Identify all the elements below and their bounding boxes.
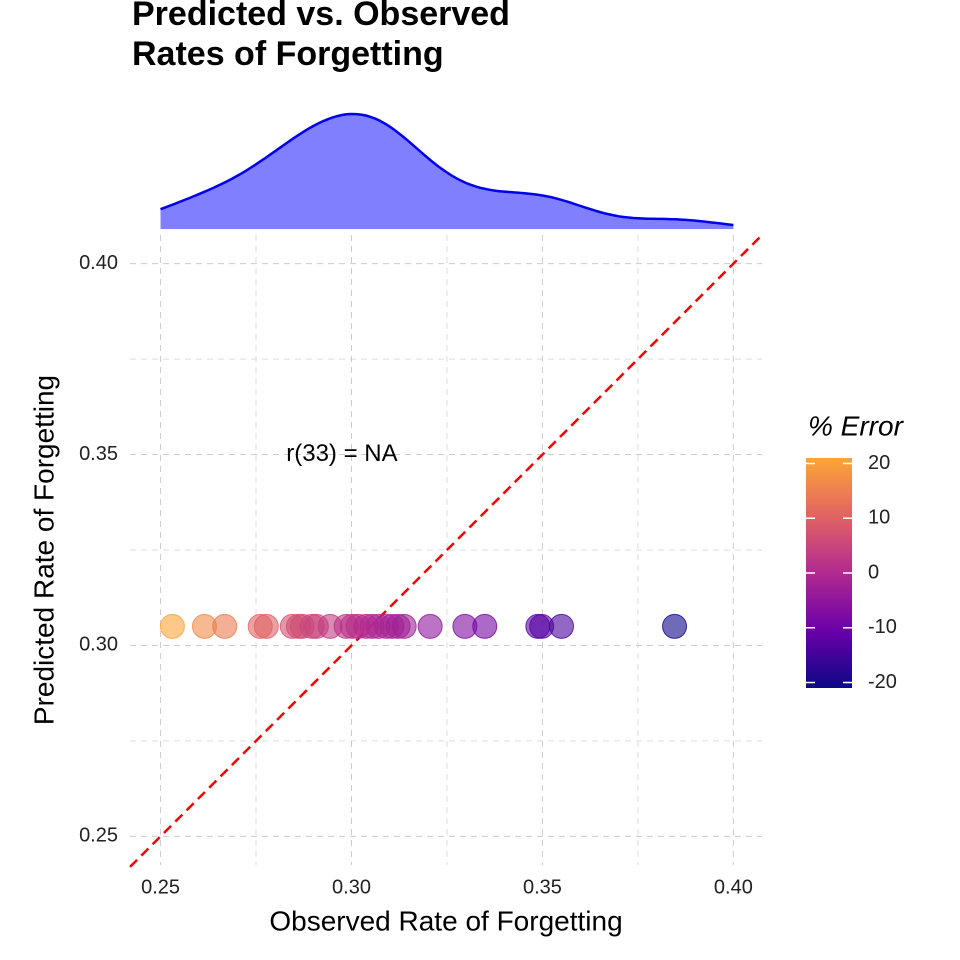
x-tick-label: 0.30 xyxy=(332,876,371,898)
x-tick-label: 0.40 xyxy=(714,876,753,898)
colorbar-tick-label: -20 xyxy=(868,671,897,693)
y-tick-label: 0.30 xyxy=(79,634,118,656)
y-axis-label: Predicted Rate of Forgetting xyxy=(28,375,59,725)
x-tick-label: 0.35 xyxy=(523,876,562,898)
colorbar-tick-label: 0 xyxy=(868,561,879,583)
density-area xyxy=(160,114,734,229)
chart-title: Predicted vs. Observed xyxy=(132,0,510,33)
point xyxy=(391,613,417,639)
y-tick-label: 0.40 xyxy=(79,252,118,274)
y-tick-label: 0.35 xyxy=(79,443,118,465)
point xyxy=(253,613,279,639)
point xyxy=(417,613,443,639)
point xyxy=(159,613,185,639)
point xyxy=(662,613,688,639)
colorbar-tick-label: 20 xyxy=(868,452,890,474)
point xyxy=(212,613,238,639)
point xyxy=(472,613,498,639)
point xyxy=(549,613,575,639)
reference-line xyxy=(129,234,763,868)
annotation: r(33) = NA xyxy=(286,440,397,467)
y-tick-label: 0.25 xyxy=(79,825,118,847)
legend-title: % Error xyxy=(808,410,905,441)
x-axis-label: Observed Rate of Forgetting xyxy=(269,905,622,936)
x-tick-label: 0.25 xyxy=(141,876,180,898)
chart-title: Rates of Forgetting xyxy=(132,35,444,73)
colorbar-tick-label: 10 xyxy=(868,507,890,529)
density-line xyxy=(160,112,734,227)
colorbar-tick-label: -10 xyxy=(868,616,897,638)
